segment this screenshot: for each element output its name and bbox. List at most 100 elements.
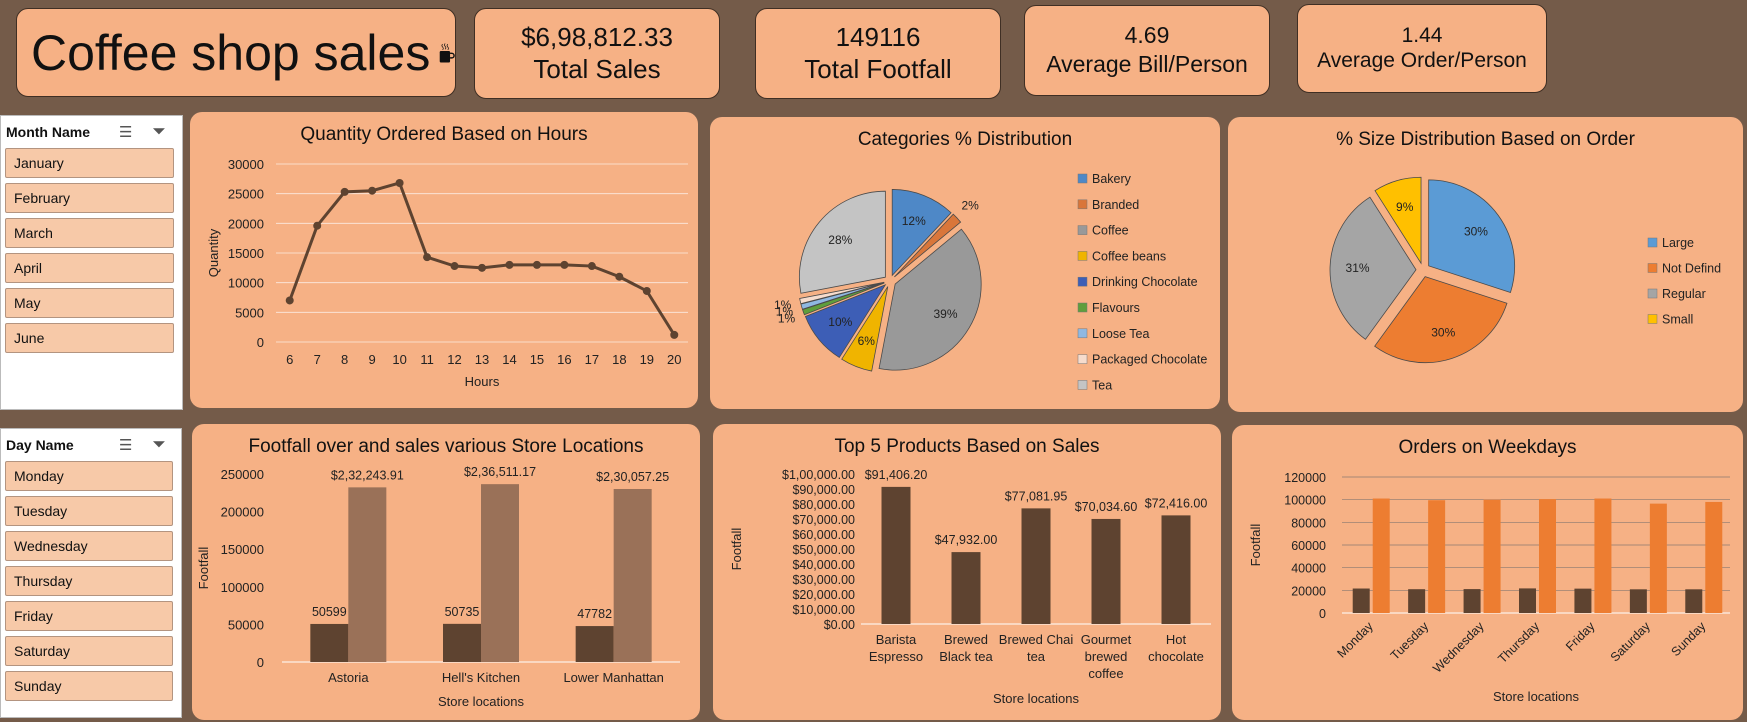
x-tick-label: Black tea (939, 649, 993, 664)
bar (1705, 501, 1723, 613)
products-bar-chart: $0.00$10,000.00$20,000.00$30,000.00$40,0… (729, 468, 1211, 706)
multi-select-icon[interactable]: ☰ (119, 124, 133, 141)
x-tick-label: Monday (1334, 619, 1376, 661)
y-tick-label: $60,000.00 (792, 528, 855, 542)
y-tick-label: 0 (257, 655, 264, 670)
slice-label: 2% (962, 199, 980, 213)
avg-bill-value: 4.69 (1124, 22, 1170, 49)
day-slicer-item-friday[interactable]: Friday (5, 601, 173, 631)
pie-slice (1374, 176, 1422, 265)
data-point (615, 272, 624, 281)
legend-swatch (1647, 314, 1658, 324)
x-tick-label: Wednesday (1430, 619, 1487, 676)
avg-bill-label: Average Bill/Person (1046, 50, 1248, 77)
hours-chart-title: Quantity Ordered Based on Hours (300, 124, 588, 145)
pie-slice (798, 190, 886, 294)
y-tick-label: 50000 (228, 617, 264, 632)
day-slicer: Day Name ☰ ⏷ Monday Tuesday Wednesday Thurs… (0, 428, 182, 718)
day-slicer-item-wednesday[interactable]: Wednesday (5, 531, 173, 561)
x-tick-label: Hot (1166, 632, 1187, 647)
x-tick-label: Tuesday (1388, 619, 1432, 663)
size-pie-chart: 30% 30% 31% 9% Large Not Defind Regular Small (1329, 176, 1721, 364)
day-slicer-item-sunday[interactable]: Sunday (5, 671, 173, 701)
month-slicer-item-march[interactable]: March (5, 218, 174, 248)
clear-filter-icon[interactable]: ⏷ (153, 436, 166, 453)
month-slicer-item-may[interactable]: May (5, 288, 174, 318)
month-slicer-header: Month Name ☰ ⏷ (1, 116, 182, 148)
pie-slice (1329, 196, 1417, 340)
day-slicer-item-tuesday[interactable]: Tuesday (5, 496, 173, 526)
coffee-mug-icon (440, 42, 455, 62)
y-tick-label: 200000 (221, 505, 264, 520)
pie-slice (1374, 276, 1508, 364)
data-label: 50735 (445, 605, 480, 619)
data-label: $2,32,243.91 (331, 468, 404, 482)
data-label: $91,406.20 (865, 468, 928, 482)
avg-order-card: 1.44 Average Order/Person (1297, 4, 1547, 93)
total-footfall-label: Total Footfall (804, 53, 952, 84)
data-point (450, 262, 459, 271)
bar (1629, 589, 1647, 613)
bar (1161, 515, 1191, 624)
x-tick-label: chocolate (1148, 649, 1204, 664)
x-tick-label: Lower Manhattan (563, 670, 663, 685)
x-tick-label: 13 (475, 352, 489, 367)
data-point (587, 262, 596, 271)
x-axis-label: Store locations (1493, 689, 1579, 704)
month-slicer-item-january[interactable]: January (5, 148, 174, 178)
x-tick-label: 16 (557, 352, 571, 367)
y-tick-label: 15000 (228, 246, 264, 261)
bar (1519, 588, 1536, 613)
x-tick-label: 19 (640, 352, 654, 367)
slice-label: 30% (1431, 325, 1455, 339)
data-label: $47,932.00 (935, 533, 998, 547)
legend-swatch (1077, 354, 1088, 364)
slice-label: 1% (774, 298, 792, 312)
data-point (560, 260, 569, 269)
x-tick-label: 10 (392, 352, 406, 367)
day-slicer-item-monday[interactable]: Monday (5, 461, 173, 491)
month-slicer-item-february[interactable]: February (5, 183, 174, 213)
data-point (670, 330, 679, 339)
x-tick-label: Brewed (944, 632, 988, 647)
size-chart-panel: % Size Distribution Based on Order 30% 30… (1228, 117, 1743, 412)
slice-label: 1% (776, 305, 794, 319)
legend-label: Branded (1092, 198, 1139, 212)
x-tick-label: 15 (530, 352, 544, 367)
bar (613, 488, 652, 662)
bar (951, 552, 981, 624)
bar (881, 486, 911, 624)
data-label: 50599 (312, 605, 347, 619)
stores-bar-chart: 0 50000 100000 150000 200000 250000 50599 $2,32… (196, 465, 680, 709)
day-slicer-item-saturday[interactable]: Saturday (5, 636, 173, 666)
x-tick-label: Astoria (328, 670, 369, 685)
legend-label: Drinking Chocolate (1092, 275, 1198, 289)
dashboard-title-card: Coffee shop sales (16, 8, 456, 97)
pie-slice (799, 281, 885, 305)
data-label: $77,081.95 (1005, 489, 1068, 503)
y-tick-label: 30000 (228, 157, 264, 172)
data-label: $2,30,057.25 (596, 470, 669, 484)
bar (1483, 499, 1501, 613)
x-axis-label: Store locations (993, 691, 1079, 706)
legend-swatch (1077, 173, 1088, 184)
month-slicer-item-june[interactable]: June (5, 323, 174, 353)
data-point (532, 260, 541, 269)
legend-label: Loose Tea (1092, 327, 1150, 341)
bar (1428, 500, 1446, 613)
slice-label: 30% (1464, 225, 1488, 239)
legend-label: Coffee beans (1092, 249, 1166, 263)
day-slicer-item-thursday[interactable]: Thursday (5, 566, 173, 596)
bar (1574, 588, 1592, 613)
pie-slice (804, 283, 887, 358)
bar (1594, 498, 1612, 613)
categories-pie-chart: 12% 2% 39% 6% 10% 1%1%1% 28% Bakery Branded Coffe… (774, 172, 1207, 392)
pie-slice (894, 213, 962, 278)
bar (1352, 588, 1370, 613)
slice-label: 12% (902, 214, 926, 228)
legend-label: Packaged Chocolate (1092, 353, 1207, 367)
multi-select-icon[interactable]: ☰ (119, 437, 133, 454)
clear-filter-icon[interactable]: ⏷ (153, 123, 166, 140)
month-slicer-item-april[interactable]: April (5, 253, 174, 283)
legend-label: Large (1662, 236, 1694, 250)
